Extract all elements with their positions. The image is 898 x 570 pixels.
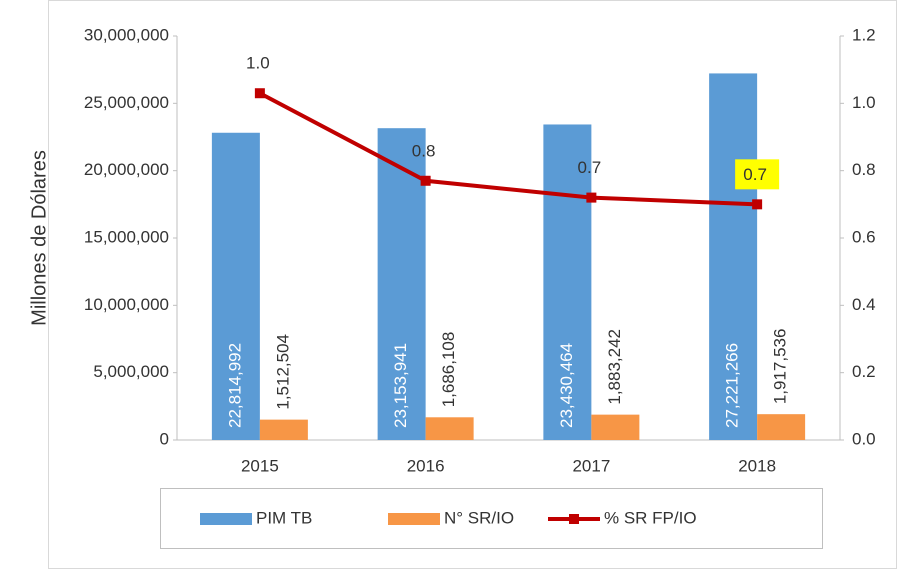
bar [211,132,260,440]
y-tick-label: 30,000,000 [84,25,169,44]
x-tick-label: 2015 [241,456,279,475]
bar [591,414,640,440]
legend-label: PIM TB [256,508,312,527]
y-tick-label: 15,000,000 [84,227,169,246]
x-tick-label: 2016 [407,456,445,475]
bar-value-label: 27,221,266 [723,343,742,428]
bar-value-label: 23,153,941 [391,343,410,428]
line-value-label: 0.8 [412,141,436,160]
bar-value-label: 23,430,464 [557,343,576,428]
bar [425,417,474,440]
bar [543,124,592,440]
legend-box [160,488,823,549]
bar-value-label: 22,814,992 [225,343,244,428]
chart-border [48,0,897,569]
y2-tick-label: 0.0 [852,429,876,448]
line-marker [586,192,597,203]
line-marker [752,199,763,210]
bar-value-label: 1,512,504 [273,334,292,410]
bar-value-label: 1,883,242 [605,329,624,405]
y2-tick-label: 0.6 [852,227,876,246]
line-value-label: 0.7 [578,158,602,177]
y-tick-label: 5,000,000 [93,362,169,381]
line [258,91,758,207]
line-marker [420,175,431,186]
y2-tick-label: 0.4 [852,295,876,314]
bar [377,128,426,440]
legend-label: % SR FP/IO [604,508,697,527]
x-tick-label: 2017 [572,456,610,475]
y2-tick-label: 0.8 [852,160,876,179]
bar-value-label: 1,686,108 [439,332,458,408]
y2-tick-label: 1.0 [852,93,876,112]
bar-value-label: 1,917,536 [771,329,790,405]
y-axis-label: Millones de Dólares [28,150,50,326]
y-tick-label: 0 [160,429,169,448]
legend-swatch [200,513,252,525]
bar [709,73,758,440]
bar [259,419,308,440]
x-tick-label: 2018 [738,456,776,475]
label-highlight [735,159,780,190]
line-value-label: 0.7 [743,165,767,184]
y-tick-label: 10,000,000 [84,295,169,314]
line-marker [254,88,265,99]
line-value-label: 1.0 [246,54,270,73]
y2-tick-label: 0.2 [852,362,876,381]
bar [757,414,806,440]
legend-label: N° SR/IO [444,508,514,527]
legend-swatch [388,513,440,525]
y2-tick-label: 1.2 [852,25,876,44]
y-tick-label: 25,000,000 [84,93,169,112]
y-tick-label: 20,000,000 [84,160,169,179]
legend-marker [569,514,579,524]
